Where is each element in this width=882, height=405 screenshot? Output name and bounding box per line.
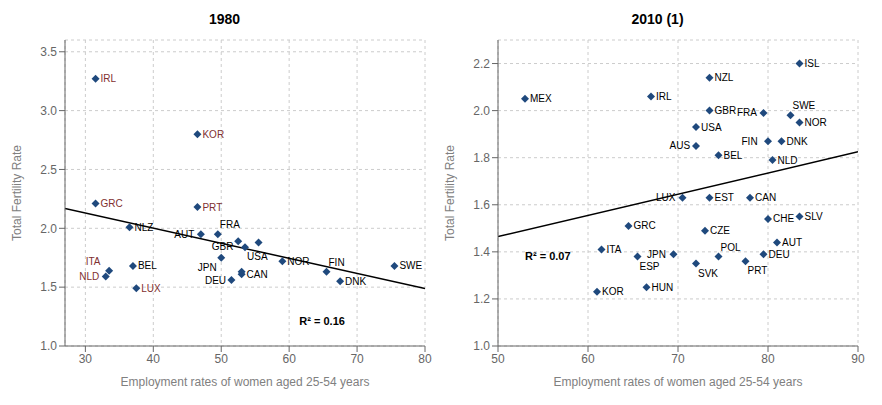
svg-text:NLD: NLD — [778, 155, 798, 166]
svg-text:ISL: ISL — [805, 58, 820, 69]
svg-text:DNK: DNK — [345, 276, 366, 287]
svg-text:1.8: 1.8 — [473, 151, 490, 165]
svg-text:AUS: AUS — [670, 140, 691, 151]
svg-text:NOR: NOR — [805, 117, 827, 128]
svg-text:ITA: ITA — [86, 256, 101, 267]
svg-text:2.5: 2.5 — [40, 163, 57, 177]
svg-text:BEL: BEL — [724, 150, 743, 161]
svg-text:50: 50 — [491, 352, 505, 366]
svg-text:USA: USA — [701, 122, 722, 133]
svg-text:SWE: SWE — [793, 100, 816, 111]
svg-text:80: 80 — [761, 352, 775, 366]
svg-text:30: 30 — [79, 352, 93, 366]
svg-text:FIN: FIN — [742, 136, 758, 147]
svg-text:80: 80 — [418, 352, 432, 366]
svg-text:R² = 0.07: R² = 0.07 — [525, 250, 571, 262]
svg-text:BEL: BEL — [138, 260, 157, 271]
svg-text:60: 60 — [581, 352, 595, 366]
svg-text:70: 70 — [350, 352, 364, 366]
svg-text:Total Fertility Rate: Total Fertility Rate — [10, 145, 24, 241]
svg-text:GRC: GRC — [634, 220, 656, 231]
svg-text:R² = 0.16: R² = 0.16 — [299, 315, 345, 327]
svg-text:POL: POL — [721, 242, 741, 253]
svg-text:1.2: 1.2 — [473, 292, 490, 306]
svg-text:NOR: NOR — [287, 256, 309, 267]
svg-text:2.2: 2.2 — [473, 57, 490, 71]
svg-text:DEU: DEU — [205, 275, 226, 286]
svg-text:IRL: IRL — [656, 91, 672, 102]
svg-text:IRL: IRL — [101, 73, 117, 84]
svg-text:CAN: CAN — [755, 192, 776, 203]
html-text:2010 (1): 2010 (1) — [631, 11, 684, 27]
svg-text:90: 90 — [851, 352, 865, 366]
svg-text:USA: USA — [247, 251, 268, 262]
svg-text:DNK: DNK — [787, 136, 808, 147]
svg-text:GRC: GRC — [101, 198, 123, 209]
svg-text:ITA: ITA — [607, 244, 622, 255]
svg-text:PRT: PRT — [748, 265, 768, 276]
svg-text:1.0: 1.0 — [40, 339, 57, 353]
svg-text:DEU: DEU — [769, 249, 790, 260]
svg-text:1.6: 1.6 — [473, 198, 490, 212]
svg-text:2.0: 2.0 — [473, 104, 490, 118]
svg-text:Employment rates of women aged: Employment rates of women aged 25-54 yea… — [554, 375, 803, 389]
svg-text:60: 60 — [282, 352, 296, 366]
svg-text:EST: EST — [715, 192, 734, 203]
svg-text:PRT: PRT — [202, 202, 222, 213]
svg-text:FRA: FRA — [220, 219, 240, 230]
svg-text:FRA: FRA — [737, 107, 757, 118]
svg-text:40: 40 — [147, 352, 161, 366]
svg-text:70: 70 — [671, 352, 685, 366]
svg-text:1.5: 1.5 — [40, 280, 57, 294]
svg-text:Employment rates of women aged: Employment rates of women aged 25-54 yea… — [121, 375, 370, 389]
svg-text:AUT: AUT — [782, 237, 802, 248]
svg-text:SLV: SLV — [805, 211, 823, 222]
svg-text:Total Fertility Rate: Total Fertility Rate — [443, 145, 457, 241]
svg-text:ESP: ESP — [640, 261, 660, 272]
svg-text:3.0: 3.0 — [40, 104, 57, 118]
svg-text:KOR: KOR — [602, 286, 624, 297]
svg-text:JPN: JPN — [198, 262, 217, 273]
svg-text:FIN: FIN — [329, 257, 345, 268]
svg-text:CHE: CHE — [773, 213, 794, 224]
svg-text:LUX: LUX — [141, 283, 161, 294]
svg-text:CAN: CAN — [247, 269, 268, 280]
html-text:1980: 1980 — [208, 11, 241, 27]
svg-text:AUT: AUT — [174, 229, 194, 240]
svg-text:KOR: KOR — [202, 129, 224, 140]
svg-text:1.4: 1.4 — [473, 245, 490, 259]
svg-text:2.0: 2.0 — [40, 222, 57, 236]
svg-text:1.0: 1.0 — [473, 339, 490, 353]
svg-text:GBR: GBR — [212, 241, 234, 252]
svg-text:GBR: GBR — [715, 105, 737, 116]
svg-text:JPN: JPN — [647, 249, 666, 260]
svg-text:NZL: NZL — [715, 72, 734, 83]
svg-text:50: 50 — [215, 352, 229, 366]
svg-text:SVK: SVK — [698, 268, 718, 279]
svg-text:LUX: LUX — [656, 192, 676, 203]
svg-text:NLD: NLD — [79, 271, 99, 282]
svg-text:CZE: CZE — [710, 225, 730, 236]
svg-text:NLZ: NLZ — [135, 222, 154, 233]
svg-text:SWE: SWE — [399, 260, 422, 271]
svg-text:MEX: MEX — [530, 93, 552, 104]
svg-text:HUN: HUN — [652, 282, 674, 293]
svg-text:3.5: 3.5 — [40, 45, 57, 59]
